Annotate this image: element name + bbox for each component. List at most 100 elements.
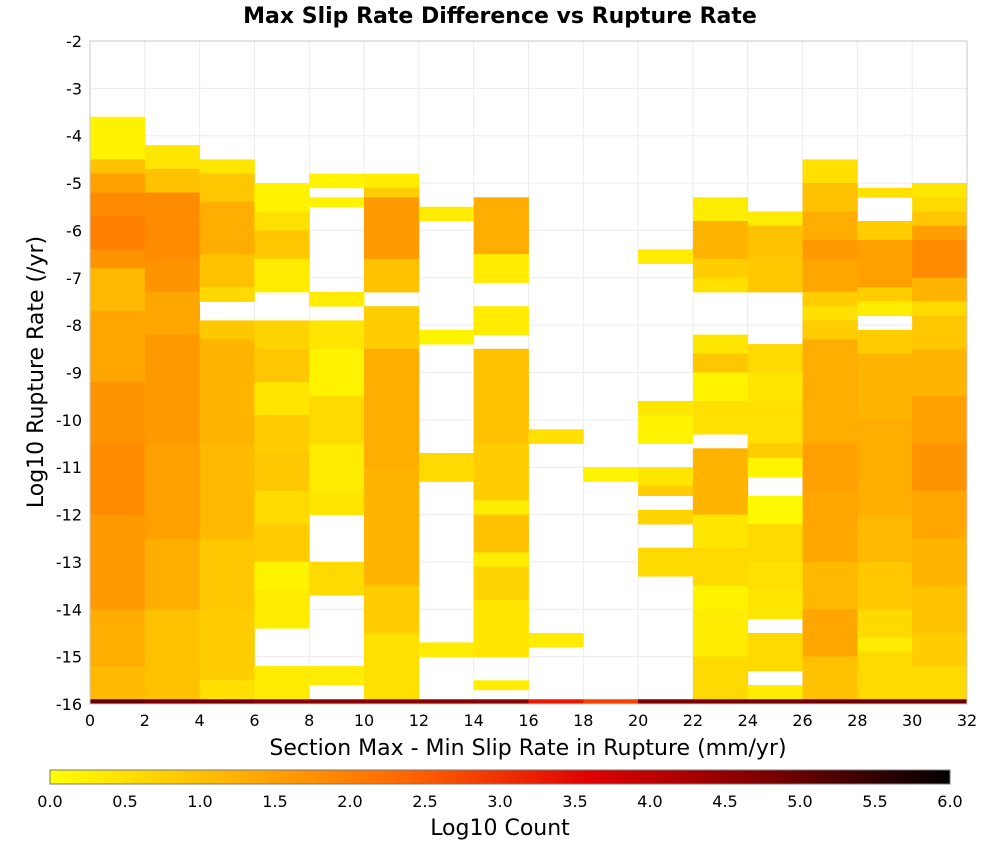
y-tick-label: -3 — [66, 79, 82, 98]
heatmap-cell — [144, 609, 201, 625]
heatmap-cell — [692, 209, 749, 222]
heatmap-cell — [144, 538, 201, 553]
heatmap-cell — [144, 205, 201, 220]
heatmap-cell — [144, 497, 201, 512]
heatmap-cell — [912, 601, 968, 618]
heatmap-cell — [364, 467, 420, 483]
heatmap-cell — [364, 243, 420, 260]
heatmap-cell — [692, 514, 749, 532]
heatmap-cell — [473, 552, 529, 568]
y-tick-label: -14 — [56, 600, 82, 619]
heatmap-cell — [692, 670, 749, 686]
heatmap-cell — [802, 258, 858, 276]
heatmap-cell — [473, 389, 529, 404]
heatmap-cell — [638, 699, 694, 705]
heatmap-cell — [309, 396, 365, 413]
heatmap-cell — [199, 511, 255, 526]
colorbar-tick-label: 2.5 — [412, 792, 437, 811]
heatmap-cell — [747, 590, 803, 605]
y-tick-label: -7 — [66, 269, 82, 288]
x-tick-label: 0 — [85, 711, 95, 730]
heatmap-cell — [912, 252, 968, 266]
heatmap-cell — [90, 367, 146, 383]
heatmap-cell — [912, 239, 968, 253]
heatmap-cell — [857, 577, 913, 594]
x-tick-label: 28 — [847, 711, 867, 730]
heatmap-cell — [802, 547, 858, 563]
heatmap-cell — [473, 527, 529, 541]
heatmap-cell — [90, 682, 146, 700]
y-tick-label: -8 — [66, 316, 82, 335]
heatmap-cell — [473, 500, 529, 515]
heatmap-cell — [90, 296, 146, 312]
heatmap-cell — [90, 310, 146, 326]
heatmap-cell — [199, 228, 255, 242]
heatmap-cell — [199, 651, 255, 667]
colorbar-tick-label: 1.0 — [187, 792, 212, 811]
heatmap-cell — [309, 502, 365, 515]
x-tick-label: 26 — [792, 711, 812, 730]
heatmap-cell — [90, 397, 146, 414]
heatmap-cell — [747, 372, 803, 388]
heatmap-cell — [90, 623, 146, 639]
heatmap-cell — [802, 443, 858, 460]
heatmap-cell — [199, 187, 255, 203]
heatmap-cell — [473, 583, 529, 601]
heatmap-cell — [638, 400, 694, 416]
heatmap-cell — [199, 524, 255, 539]
heatmap-cell — [364, 437, 420, 453]
heatmap-cell — [199, 443, 255, 458]
heatmap-cell — [692, 197, 749, 210]
heatmap-cell — [90, 666, 146, 684]
heatmap-cell — [473, 457, 529, 473]
heatmap-cell — [857, 623, 913, 639]
heatmap-cell — [309, 578, 365, 596]
heatmap-cell — [144, 684, 201, 700]
heatmap-cell — [802, 625, 858, 642]
heatmap-cell — [692, 246, 749, 260]
heatmap-cell — [144, 416, 201, 431]
heatmap-cell — [418, 467, 475, 482]
heatmap-cell — [747, 658, 803, 672]
heatmap-cell — [473, 239, 529, 255]
heatmap-cell — [912, 666, 968, 684]
heatmap-cell — [418, 699, 475, 705]
heatmap-cell — [144, 180, 201, 193]
heatmap-cell — [144, 470, 201, 485]
heatmap-cell — [309, 364, 365, 381]
heatmap-cell — [144, 552, 201, 568]
heatmap-cell — [857, 699, 913, 705]
heatmap-cell — [583, 699, 639, 705]
colorbar-tick-label: 4.0 — [637, 792, 662, 811]
x-tick-label: 6 — [249, 711, 259, 730]
heatmap-cell — [144, 389, 201, 404]
heatmap-cell — [857, 287, 913, 302]
heatmap-cell — [747, 604, 803, 620]
heatmap-cell — [747, 645, 803, 659]
heatmap-cell — [90, 339, 146, 354]
heatmap-cell — [912, 538, 968, 555]
heatmap-cell — [254, 699, 310, 705]
heatmap-cell — [254, 275, 310, 293]
heatmap-cell — [528, 632, 584, 648]
heatmap-cell — [912, 475, 968, 492]
heatmap-cell — [747, 279, 803, 293]
heatmap-cell — [90, 282, 146, 298]
heatmap-cell — [199, 241, 255, 255]
heatmap-cell — [802, 561, 858, 579]
heatmap-cell — [90, 353, 146, 369]
heatmap-cell — [857, 546, 913, 563]
heatmap-cell — [473, 306, 529, 321]
heatmap-cell — [364, 348, 420, 365]
heatmap-cell — [747, 576, 803, 591]
heatmap-cell — [199, 254, 255, 272]
heatmap-cell — [802, 670, 858, 686]
heatmap-cell — [309, 348, 365, 366]
heatmap-cell — [912, 348, 968, 366]
heatmap-cell — [692, 258, 749, 279]
heatmap-cell — [199, 497, 255, 512]
heatmap-cell — [912, 332, 968, 350]
heatmap-cell — [90, 116, 146, 132]
heatmap-cell — [364, 699, 420, 705]
heatmap-cell — [912, 315, 968, 333]
